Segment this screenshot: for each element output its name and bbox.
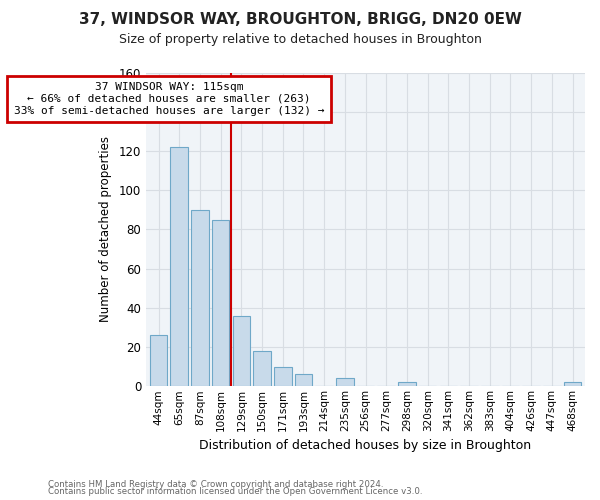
Bar [564,382,581,386]
Bar [212,220,229,386]
Text: Contains HM Land Registry data © Crown copyright and database right 2024.: Contains HM Land Registry data © Crown c… [48,480,383,489]
Bar [170,147,188,386]
Text: Size of property relative to detached houses in Broughton: Size of property relative to detached ho… [119,32,481,46]
Bar [398,382,416,386]
Bar [295,374,312,386]
Y-axis label: Number of detached properties: Number of detached properties [99,136,112,322]
Bar [233,316,250,386]
Text: 37, WINDSOR WAY, BROUGHTON, BRIGG, DN20 0EW: 37, WINDSOR WAY, BROUGHTON, BRIGG, DN20 … [79,12,521,28]
Bar [191,210,209,386]
Text: 37 WINDSOR WAY: 115sqm
← 66% of detached houses are smaller (263)
33% of semi-de: 37 WINDSOR WAY: 115sqm ← 66% of detached… [14,82,324,116]
X-axis label: Distribution of detached houses by size in Broughton: Distribution of detached houses by size … [199,440,532,452]
Text: Contains public sector information licensed under the Open Government Licence v3: Contains public sector information licen… [48,487,422,496]
Bar [336,378,353,386]
Bar [253,351,271,386]
Bar [150,336,167,386]
Bar [274,366,292,386]
